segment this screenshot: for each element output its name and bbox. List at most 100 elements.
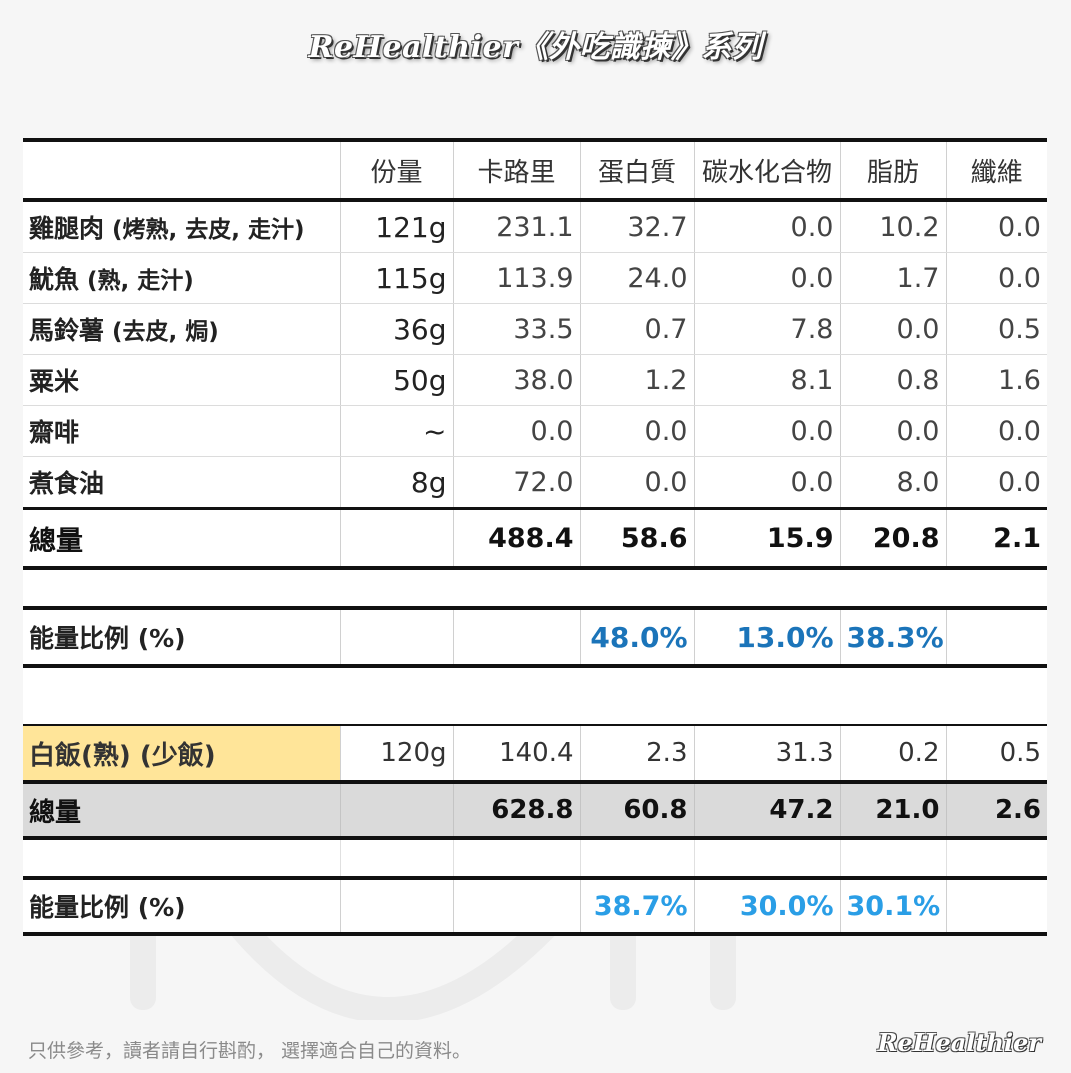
protein-cell: 2.3 — [580, 725, 695, 784]
fat-cell: 0.8 — [840, 354, 947, 406]
grand-total-row: 總量 628.8 60.8 47.2 21.0 2.6 — [23, 782, 1047, 840]
total-fiber-cell: 2.6 — [946, 782, 1047, 840]
serving-cell: 115g — [340, 252, 454, 304]
total-serving-cell — [340, 507, 454, 570]
carbs-cell: 0.0 — [694, 252, 841, 304]
table-row: 馬鈴薯 (去皮, 焗) 36g 33.5 0.7 7.8 0.0 0.5 — [23, 303, 1047, 355]
fat-cell: 8.0 — [840, 456, 947, 509]
protein-cell: 0.0 — [580, 456, 695, 509]
protein-ratio-cell: 38.7% — [580, 878, 695, 936]
energy-ratio-label: 能量比例 (%) — [23, 608, 341, 668]
column-header-protein: 蛋白質 — [580, 138, 695, 202]
carbs-cell: 8.1 — [694, 354, 841, 406]
table-header-row: 份量 卡路里 蛋白質 碳水化合物 脂肪 纖維 — [23, 138, 1047, 202]
fat-cell: 10.2 — [840, 200, 947, 253]
column-header-fat: 脂肪 — [840, 138, 947, 202]
total-calories-cell: 628.8 — [453, 782, 581, 840]
food-name: 魷魚 (熟, 走汁) — [23, 252, 341, 304]
carbs-cell: 7.8 — [694, 303, 841, 355]
column-header-serving: 份量 — [340, 138, 454, 202]
calories-cell: 231.1 — [453, 200, 581, 253]
food-name: 雞腿肉 (烤熟, 去皮, 走汁) — [23, 200, 341, 253]
rice-row: 白飯(熟) (少飯) 120g 140.4 2.3 31.3 0.2 0.5 — [23, 725, 1047, 784]
table-row: 雞腿肉 (烤熟, 去皮, 走汁) 121g 231.1 32.7 0.0 10.… — [23, 200, 1047, 253]
carbs-cell: 0.0 — [694, 405, 841, 457]
carbs-cell: 0.0 — [694, 456, 841, 509]
ratio-empty-cell — [453, 608, 581, 668]
serving-cell: ~ — [340, 405, 454, 457]
serving-cell: 8g — [340, 456, 454, 509]
energy-ratio-row: 能量比例 (%) 48.0% 13.0% 38.3% — [23, 608, 1047, 668]
column-header-calories: 卡路里 — [453, 138, 581, 202]
total-fat-cell: 21.0 — [840, 782, 947, 840]
fiber-cell: 0.0 — [946, 405, 1047, 457]
brand-logo: ReHealthier — [877, 1028, 1041, 1057]
protein-cell: 32.7 — [580, 200, 695, 253]
calories-cell: 38.0 — [453, 354, 581, 406]
fat-cell: 1.7 — [840, 252, 947, 304]
spacer-row — [23, 666, 1047, 726]
carbs-cell: 0.0 — [694, 200, 841, 253]
nutrition-table: 份量 卡路里 蛋白質 碳水化合物 脂肪 纖維 雞腿肉 (烤熟, 去皮, 走汁) … — [23, 138, 1047, 936]
column-header-carbs: 碳水化合物 — [694, 138, 841, 202]
table-row: 魷魚 (熟, 走汁) 115g 113.9 24.0 0.0 1.7 0.0 — [23, 252, 1047, 304]
protein-cell: 0.0 — [580, 405, 695, 457]
food-name: 煮食油 — [23, 456, 341, 509]
ratio-empty-cell — [946, 608, 1047, 668]
total-fiber-cell: 2.1 — [946, 507, 1047, 570]
total-serving-cell — [340, 782, 454, 840]
total-row: 總量 488.4 58.6 15.9 20.8 2.1 — [23, 507, 1047, 570]
carbs-cell: 31.3 — [694, 725, 841, 784]
food-name: 馬鈴薯 (去皮, 焗) — [23, 303, 341, 355]
table-row: 粟米 50g 38.0 1.2 8.1 0.8 1.6 — [23, 354, 1047, 406]
carbs-ratio-cell: 30.0% — [694, 878, 841, 936]
calories-cell: 72.0 — [453, 456, 581, 509]
total-label: 總量 — [23, 507, 341, 570]
rice-label: 白飯(熟) (少飯) — [23, 725, 341, 784]
serving-cell: 121g — [340, 200, 454, 253]
disclaimer-text: 只供參考，讀者請自行斟酌， 選擇適合自己的資料。 — [28, 1040, 472, 1062]
grand-total-label: 總量 — [23, 782, 341, 840]
calories-cell: 140.4 — [453, 725, 581, 784]
calories-cell: 33.5 — [453, 303, 581, 355]
ratio-empty-cell — [340, 608, 454, 668]
spacer-row — [23, 838, 1047, 880]
serving-cell: 50g — [340, 354, 454, 406]
fiber-cell: 0.5 — [946, 725, 1047, 784]
fat-cell: 0.2 — [840, 725, 947, 784]
carbs-ratio-cell: 13.0% — [694, 608, 841, 668]
serving-cell: 36g — [340, 303, 454, 355]
energy-ratio-label: 能量比例 (%) — [23, 878, 341, 936]
fiber-cell: 1.6 — [946, 354, 1047, 406]
protein-cell: 24.0 — [580, 252, 695, 304]
ratio-empty-cell — [453, 878, 581, 936]
total-protein-cell: 58.6 — [580, 507, 695, 570]
total-fat-cell: 20.8 — [840, 507, 947, 570]
energy-ratio-row-with-rice: 能量比例 (%) 38.7% 30.0% 30.1% — [23, 878, 1047, 936]
fat-ratio-cell: 30.1% — [840, 878, 947, 936]
total-calories-cell: 488.4 — [453, 507, 581, 570]
total-carbs-cell: 47.2 — [694, 782, 841, 840]
food-name: 粟米 — [23, 354, 341, 406]
spacer-row — [23, 568, 1047, 610]
total-protein-cell: 60.8 — [580, 782, 695, 840]
protein-ratio-cell: 48.0% — [580, 608, 695, 668]
fat-ratio-cell: 38.3% — [840, 608, 947, 668]
page-title: ReHealthier《外吃識揀》系列 — [308, 30, 763, 65]
fiber-cell: 0.0 — [946, 456, 1047, 509]
fiber-cell: 0.5 — [946, 303, 1047, 355]
protein-cell: 0.7 — [580, 303, 695, 355]
serving-cell: 120g — [340, 725, 454, 784]
calories-cell: 113.9 — [453, 252, 581, 304]
column-header — [23, 138, 341, 202]
protein-cell: 1.2 — [580, 354, 695, 406]
fiber-cell: 0.0 — [946, 200, 1047, 253]
ratio-empty-cell — [340, 878, 454, 936]
fat-cell: 0.0 — [840, 405, 947, 457]
fiber-cell: 0.0 — [946, 252, 1047, 304]
table-row: 齋啡 ~ 0.0 0.0 0.0 0.0 0.0 — [23, 405, 1047, 457]
ratio-empty-cell — [946, 878, 1047, 936]
total-carbs-cell: 15.9 — [694, 507, 841, 570]
fat-cell: 0.0 — [840, 303, 947, 355]
calories-cell: 0.0 — [453, 405, 581, 457]
